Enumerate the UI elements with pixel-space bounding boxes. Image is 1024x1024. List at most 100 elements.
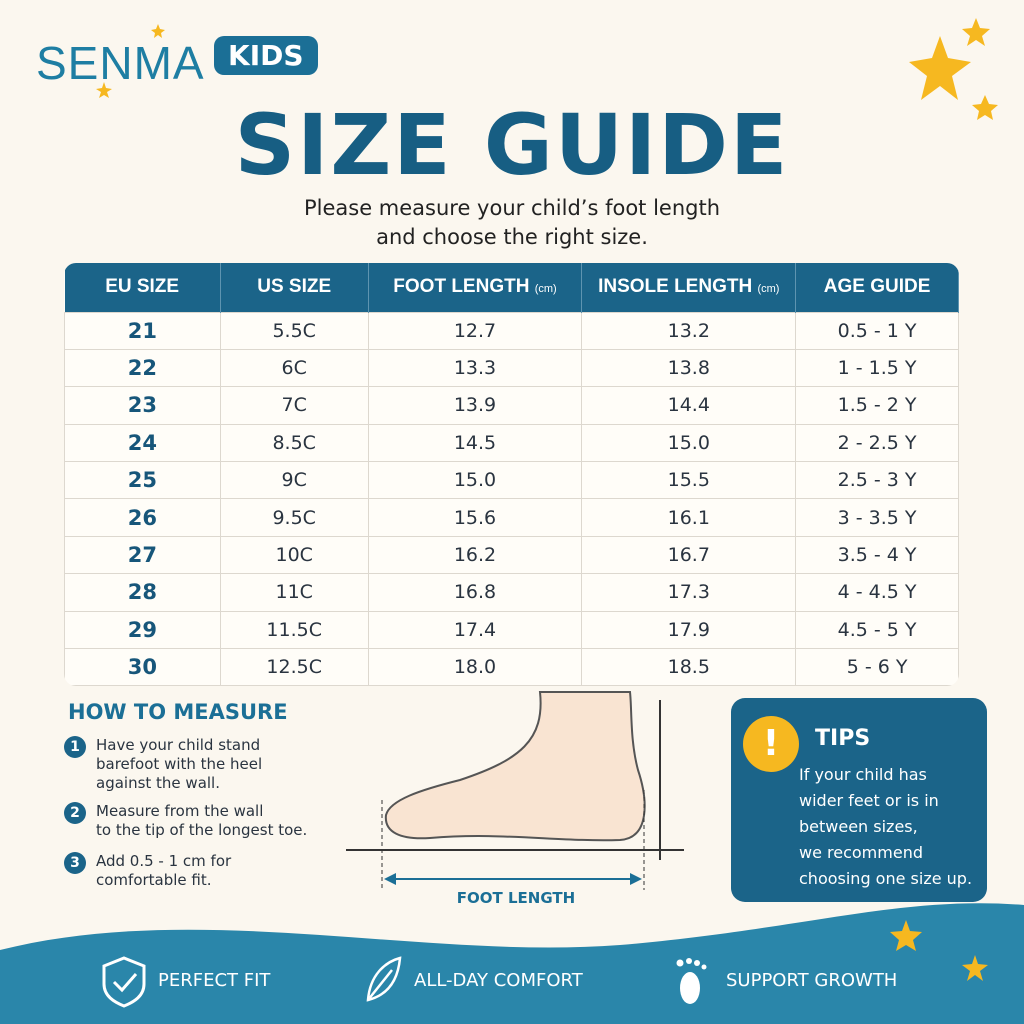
table-row: 28 11C 16.8 17.3 4 - 4.5 Y xyxy=(64,573,959,612)
table-row: 23 7C 13.9 14.4 1.5 - 2 Y xyxy=(64,386,959,425)
tips-line: we recommend xyxy=(799,843,923,862)
toe xyxy=(694,960,700,966)
header-unit: (cm) xyxy=(757,283,780,296)
table-cell: 15.0 xyxy=(581,423,797,463)
table-cell: 16.8 xyxy=(367,573,583,612)
tips-line: If your child has xyxy=(799,765,927,784)
step-number: 3 xyxy=(64,852,86,874)
table-cell: 9C xyxy=(219,461,369,500)
table-cell: 15.0 xyxy=(367,461,583,500)
step: 2 Measure from the wall to the tip of the … xyxy=(64,802,307,840)
table-cell: 11.5C xyxy=(219,610,369,650)
table-cell: 5 - 6 Y xyxy=(795,648,959,687)
star xyxy=(972,95,998,120)
step-line: barefoot with the heel xyxy=(96,755,263,773)
subtitle: Please measure your child’s foot length xyxy=(303,196,721,220)
column-header: FOOT LENGTH (cm) xyxy=(368,263,583,312)
feather-icon xyxy=(366,956,402,1002)
page-title: SIZE GUIDE xyxy=(234,96,790,194)
table-cell: 12.7 xyxy=(367,311,583,350)
table-body: 21 5.5C 12.7 13.2 0.5 - 1 Y 22 6C 13.3 13.8 1 - 1… xyxy=(64,311,959,687)
table-cell: 18.5 xyxy=(581,648,797,687)
column-header: INSOLE LENGTH (cm) xyxy=(581,263,797,312)
table-row: 22 6C 13.3 13.8 1 - 1.5 Y xyxy=(64,348,959,388)
brand-name: SENMA xyxy=(36,37,205,89)
column-header: EU SIZE xyxy=(64,263,221,312)
table-cell: 4.5 - 5 Y xyxy=(795,610,959,650)
table-cell: 22 xyxy=(64,348,221,388)
table-cell: 17.9 xyxy=(581,610,797,650)
table-row: 29 11.5C 17.4 17.9 4.5 - 5 Y xyxy=(64,610,959,650)
table-cell: 29 xyxy=(64,610,221,650)
step-line: comfortable fit. xyxy=(96,871,212,889)
footer-wave xyxy=(0,903,1024,1024)
table-cell: 26 xyxy=(64,498,221,537)
star xyxy=(890,920,922,951)
table-row: 25 9C 15.0 15.5 2.5 - 3 Y xyxy=(64,461,959,500)
tips-title: TIPS xyxy=(815,726,871,751)
table-cell: 2 - 2.5 Y xyxy=(795,423,959,463)
table-cell: 8.5C xyxy=(219,423,369,463)
table-cell: 23 xyxy=(64,386,221,425)
foot xyxy=(384,691,646,842)
table-cell: 1.5 - 2 Y xyxy=(795,386,959,425)
table-cell: 1 - 1.5 Y xyxy=(795,348,959,388)
table-cell: 24 xyxy=(64,423,221,463)
table-cell: 27 xyxy=(64,535,221,575)
step-text: Have your child stand barefoot with the h… xyxy=(96,736,262,793)
table-cell: 14.4 xyxy=(581,386,797,425)
step-number: 1 xyxy=(64,736,86,758)
tips-line: choosing one size up. xyxy=(799,869,973,888)
table-cell: 11C xyxy=(219,573,369,612)
header-label: FOOT LENGTH xyxy=(393,276,530,298)
header-label: EU SIZE xyxy=(105,276,180,298)
feature-label: ALL-DAY COMFORT xyxy=(414,970,583,991)
header-label: AGE GUIDE xyxy=(823,276,931,298)
star xyxy=(962,955,988,981)
table-cell: 12.5C xyxy=(219,648,369,687)
check-icon xyxy=(112,973,138,993)
table-cell: 16.2 xyxy=(367,535,583,575)
table-row: 26 9.5C 15.6 16.1 3 - 3.5 Y xyxy=(64,498,959,537)
size-table: EU SIZE US SIZE FOOT LENGTH (cm) INSOLE LEN… xyxy=(64,263,959,687)
toe xyxy=(701,964,707,970)
step-line: to the tip of the longest toe. xyxy=(96,821,308,839)
table-row: 30 12.5C 18.0 18.5 5 - 6 Y xyxy=(64,648,959,687)
header-label: US SIZE xyxy=(257,276,332,298)
step-line: Measure from the wall xyxy=(96,802,264,820)
table-cell: 5.5C xyxy=(219,311,369,350)
step-text: Add 0.5 - 1 cm for comfortable fit. xyxy=(96,852,231,890)
table-cell: 18.0 xyxy=(367,648,583,687)
table-cell: 17.3 xyxy=(581,573,797,612)
table-cell: 25 xyxy=(64,461,221,500)
step: 3 Add 0.5 - 1 cm for comfortable fit. xyxy=(64,852,231,890)
table-row: 27 10C 16.2 16.7 3.5 - 4 Y xyxy=(64,535,959,575)
table-cell: 3.5 - 4 Y xyxy=(795,535,959,575)
header-label: INSOLE LENGTH xyxy=(598,276,753,298)
tips-line: between sizes, xyxy=(799,817,918,836)
column-header: US SIZE xyxy=(220,263,369,312)
table-cell: 14.5 xyxy=(367,423,583,463)
feature-label: PERFECT FIT xyxy=(158,970,271,991)
header-row: EU SIZE US SIZE FOOT LENGTH (cm) INSOLE LEN… xyxy=(64,263,959,312)
step-text: Measure from the wall to the tip of the l… xyxy=(96,802,307,840)
arrow-head xyxy=(384,873,396,885)
star xyxy=(909,36,971,100)
table-cell: 9.5C xyxy=(219,498,369,537)
section-title: HOW TO MEASURE xyxy=(68,700,288,724)
table-cell: 28 xyxy=(64,573,221,612)
table-cell: 16.7 xyxy=(581,535,797,575)
toe xyxy=(676,959,684,967)
table-cell: 13.3 xyxy=(367,348,583,388)
tips-icon: ! xyxy=(743,716,799,772)
step-number: 2 xyxy=(64,802,86,824)
table-cell: 0.5 - 1 Y xyxy=(795,311,959,350)
table-cell: 21 xyxy=(64,311,221,350)
table-cell: 13.8 xyxy=(581,348,797,388)
star xyxy=(96,82,112,98)
arrow-head xyxy=(630,873,642,885)
table-cell: 15.5 xyxy=(581,461,797,500)
